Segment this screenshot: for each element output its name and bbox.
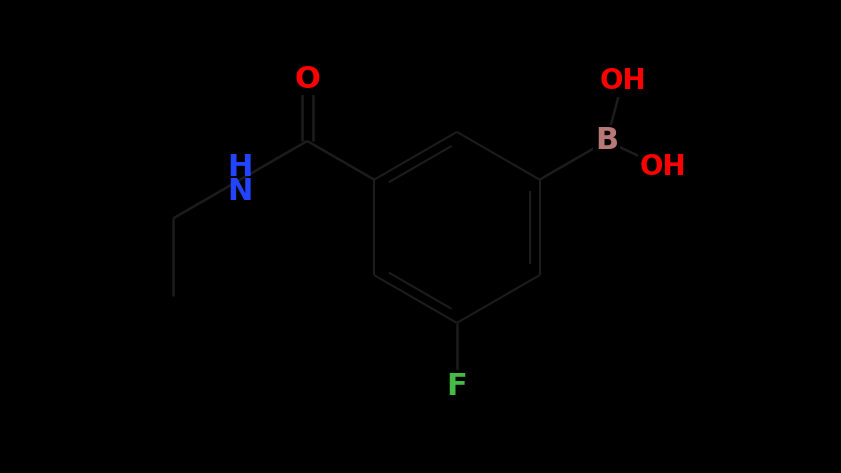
Text: N: N: [228, 177, 253, 206]
Text: OH: OH: [639, 153, 686, 181]
Text: H: H: [228, 153, 253, 182]
Text: B: B: [595, 126, 618, 156]
Text: OH: OH: [600, 67, 646, 95]
Text: O: O: [294, 65, 320, 94]
Text: F: F: [447, 372, 468, 401]
